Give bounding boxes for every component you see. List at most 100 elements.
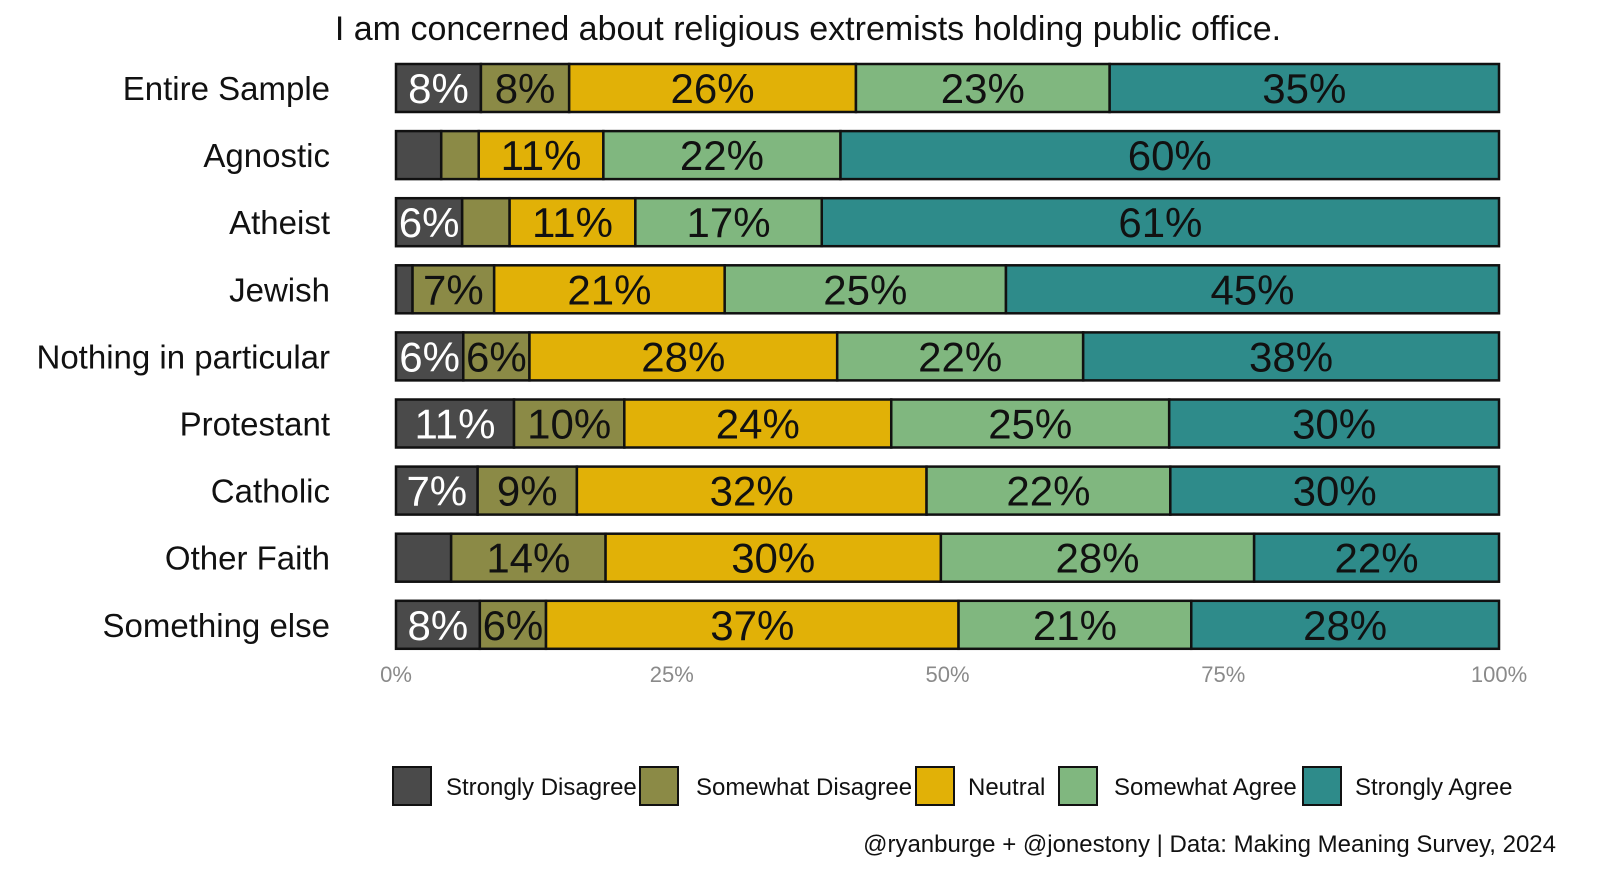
bar-segment: [602, 129, 842, 181]
data-label: 26%: [671, 65, 755, 112]
bar-segment: [1169, 465, 1501, 516]
bar-segment: [835, 331, 1085, 382]
data-label: 9%: [497, 468, 558, 515]
data-label: 24%: [716, 401, 800, 448]
bar-segment: [394, 532, 453, 583]
bar-segment: [1081, 331, 1501, 382]
bar-segment: [1167, 398, 1501, 449]
bar-segment: [492, 264, 726, 315]
data-label: 30%: [731, 535, 815, 582]
data-label: 35%: [1262, 65, 1346, 112]
data-label: 23%: [941, 65, 1025, 112]
bar-segment: [394, 599, 482, 651]
bar-segment: [394, 398, 516, 449]
legend-label: Strongly Agree: [1355, 774, 1512, 801]
chart-caption: @ryanburge + @jonestony | Data: Making M…: [863, 831, 1556, 858]
data-label: 60%: [1128, 132, 1212, 179]
category-label: Catholic: [211, 473, 330, 510]
data-label: 11%: [501, 132, 582, 179]
data-label: 22%: [1006, 468, 1090, 515]
bar-segment: [839, 129, 1501, 181]
legend-swatch: [392, 766, 432, 806]
x-tick-label: 50%: [925, 662, 969, 687]
bar-segment: [439, 129, 480, 181]
legend-label: Somewhat Disagree: [696, 774, 912, 801]
category-label: Agnostic: [203, 137, 330, 174]
legend: Strongly Disagree Somewhat Disagree Neutra…: [392, 766, 1512, 806]
bar-segment: [544, 599, 960, 651]
data-label: 25%: [988, 401, 1072, 448]
legend-label: Somewhat Agree: [1114, 774, 1297, 801]
data-label: 25%: [823, 266, 907, 313]
data-label: 6%: [483, 602, 544, 649]
bar-segment: [1190, 599, 1501, 651]
bar-segment: [820, 196, 1501, 248]
stacked-bars: 8% 8% 26% 23% 35% 11% 22% 60% 6% 11% 17% 61% 7% 21% 25…: [394, 62, 1501, 651]
data-label: 22%: [918, 333, 1002, 380]
data-label: 30%: [1292, 401, 1376, 448]
data-label: 14%: [486, 535, 570, 582]
bar-segment: [508, 196, 637, 248]
legend-swatch: [915, 766, 955, 806]
bar-segment: [394, 465, 479, 516]
bar-segment: [394, 129, 443, 181]
data-label: 28%: [641, 333, 725, 380]
x-axis: 0% 25% 50% 75% 100%: [380, 662, 1527, 687]
legend-swatch: [1058, 766, 1098, 806]
bar-segment: [394, 62, 483, 114]
data-label: 6%: [466, 333, 527, 380]
bar-segment: [512, 398, 626, 449]
bar-segment: [394, 331, 465, 382]
category-label: Protestant: [180, 406, 330, 443]
data-label: 10%: [527, 401, 611, 448]
bar-segment: [575, 465, 928, 516]
data-label: 6%: [399, 333, 460, 380]
data-label: 6%: [399, 199, 460, 246]
bar-segment: [460, 196, 511, 248]
bar-segment: [476, 465, 579, 516]
chart-title: I am concerned about religious extremist…: [335, 10, 1281, 48]
category-labels: Entire Sample Agnostic Atheist Jewish Nothin…: [37, 70, 331, 644]
x-tick-label: 100%: [1471, 662, 1527, 687]
bar-segment: [478, 599, 548, 651]
category-label: Entire Sample: [123, 70, 330, 107]
data-label: 38%: [1249, 333, 1333, 380]
data-label: 7%: [423, 266, 484, 313]
data-label: 22%: [680, 132, 764, 179]
category-label: Nothing in particular: [37, 338, 331, 375]
data-label: 7%: [406, 468, 467, 515]
data-label: 28%: [1303, 602, 1387, 649]
data-label: 22%: [1335, 535, 1419, 582]
data-label: 8%: [408, 602, 469, 649]
x-tick-label: 0%: [380, 662, 412, 687]
data-label: 8%: [495, 65, 556, 112]
bar-segment: [939, 532, 1256, 583]
bar-segment: [394, 264, 414, 315]
data-label: 21%: [567, 266, 651, 313]
data-label: 11%: [532, 199, 613, 246]
data-label: 32%: [710, 468, 794, 515]
x-tick-label: 25%: [650, 662, 694, 687]
bar-segment: [889, 398, 1171, 449]
bar-segment: [394, 196, 464, 248]
category-label: Jewish: [229, 271, 330, 308]
category-label: Something else: [103, 607, 330, 644]
data-label: 28%: [1055, 535, 1139, 582]
bar-segment: [1252, 532, 1501, 583]
category-label: Other Faith: [165, 540, 330, 577]
x-tick-label: 75%: [1201, 662, 1245, 687]
bar-segment: [477, 129, 605, 181]
legend-swatch: [1302, 766, 1342, 806]
data-label: 8%: [408, 65, 469, 112]
data-label: 17%: [687, 199, 771, 246]
data-label: 61%: [1118, 199, 1202, 246]
bar-segment: [1004, 264, 1501, 315]
data-label: 45%: [1210, 266, 1294, 313]
data-label: 11%: [415, 401, 496, 448]
data-label: 37%: [710, 602, 794, 649]
bar-segment: [1108, 62, 1501, 114]
bar-segment: [528, 331, 839, 382]
data-label: 21%: [1033, 602, 1117, 649]
category-label: Atheist: [229, 204, 330, 241]
